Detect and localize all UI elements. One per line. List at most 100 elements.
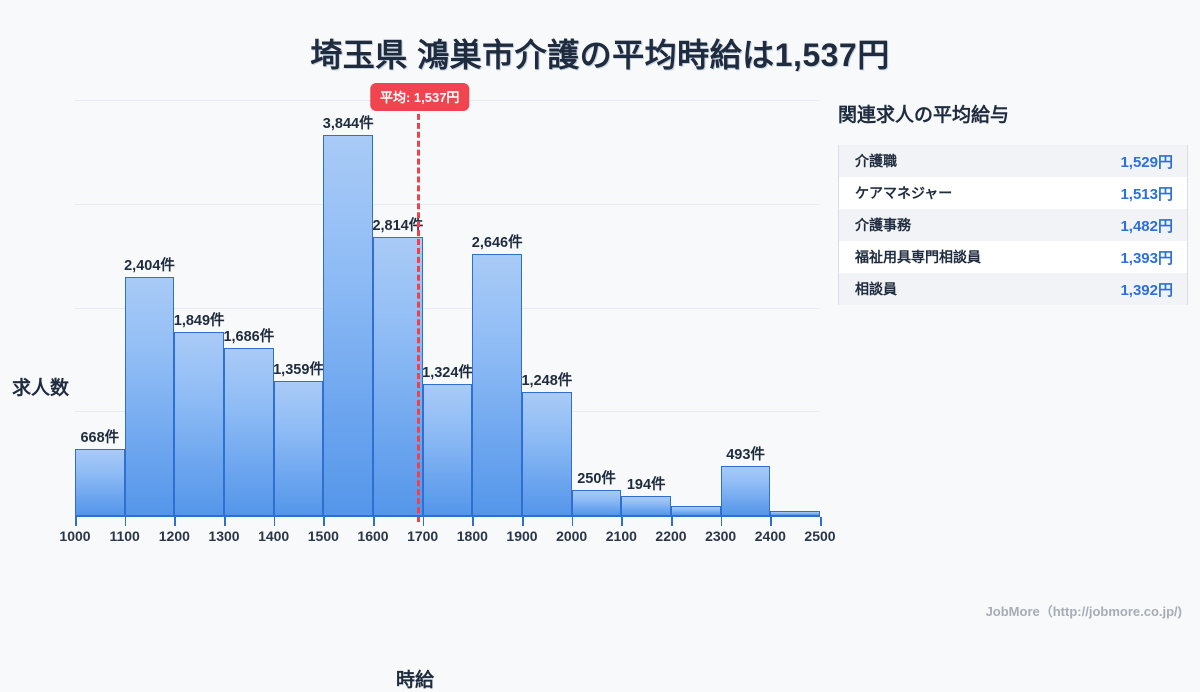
related-salary-row: 介護事務 1,482円 xyxy=(839,209,1187,241)
histogram-bar: 1,324件 xyxy=(422,365,473,515)
histogram-bar: 2,646件 xyxy=(472,235,523,515)
x-tick xyxy=(273,517,276,526)
bar-value-label: 2,814件 xyxy=(372,217,424,234)
x-tick-label: 1100 xyxy=(109,528,140,544)
related-salary-job-name: 福祉用具専門相談員 xyxy=(855,249,981,265)
bar-value-label: 3,844件 xyxy=(322,116,374,133)
histogram-bar: 2,814件 xyxy=(372,218,423,515)
x-tick-label: 1300 xyxy=(208,528,240,544)
histogram-bar: 3,844件 xyxy=(323,116,374,515)
related-salary-job-name: ケアマネジャー xyxy=(855,185,953,201)
related-salary-value: 1,482円 xyxy=(1120,217,1173,235)
related-salary-value: 1,513円 xyxy=(1120,185,1173,203)
histogram-bar: 1,359件 xyxy=(273,362,324,515)
bar-series: 668件 2,404件 1,849件 1,686件 1,359件 3,844件 2,814件… xyxy=(75,100,821,515)
bar-slot: 1,359件 xyxy=(273,100,324,515)
related-salary-value: 1,393円 xyxy=(1120,249,1173,267)
related-salary-job-name: 相談員 xyxy=(855,281,897,297)
bar-slot: 1,849件 xyxy=(174,100,225,515)
bar-value-label: 1,686件 xyxy=(223,329,275,346)
plot-area: 668件 2,404件 1,849件 1,686件 1,359件 3,844件 2,814件… xyxy=(75,83,821,522)
x-tick xyxy=(174,517,176,526)
bar-value-label: 2,646件 xyxy=(471,234,523,251)
x-tick-label: 1800 xyxy=(456,528,488,544)
x-tick xyxy=(224,517,226,526)
related-salary-row: 介護職 1,529円 xyxy=(839,145,1187,177)
bar-value-label: 194件 xyxy=(626,476,666,493)
histogram-bar: 2,404件 xyxy=(124,258,175,515)
x-axis-ticks xyxy=(75,517,822,527)
bar-slot: 2,646件 xyxy=(472,100,523,515)
page-title: 埼玉県 鴻巣市介護の平均時給は1,537円 xyxy=(310,37,890,73)
bar-slot: 3,844件 xyxy=(323,100,374,515)
x-tick xyxy=(323,517,325,526)
bar-slot: 2,404件 xyxy=(124,100,175,515)
x-tick-label: 1200 xyxy=(158,528,190,544)
histogram-bar: 1,849件 xyxy=(174,313,225,515)
average-badge: 平均: 1,537円 xyxy=(369,83,470,111)
related-salary-panel: 関連求人の平均給与 介護職 1,529円ケアマネジャー 1,513円介護事務 1,48… xyxy=(838,100,1188,305)
histogram-bar: 1,248件 xyxy=(521,373,572,515)
gridline xyxy=(75,203,820,205)
related-salary-value: 1,392円 xyxy=(1120,281,1173,299)
bar-value-label: 1,359件 xyxy=(273,361,324,378)
watermark: JobMore（http://jobmore.co.jp/) xyxy=(985,604,1182,619)
x-tick-label: 1900 xyxy=(506,528,538,544)
bar-value-label: 1,849件 xyxy=(173,313,225,330)
bar-slot: 493件 xyxy=(720,100,771,515)
y-axis-title: 求人数 xyxy=(12,378,70,399)
related-salary-row: 相談員 1,392円 xyxy=(839,273,1187,305)
x-tick-label: 2000 xyxy=(556,528,588,544)
x-tick-label: 1500 xyxy=(307,528,339,544)
x-tick xyxy=(422,517,425,526)
histogram-chart: 求人数 668件 2,404件 1,849件 1,686件 1,359件 3,844件 2,… xyxy=(0,83,836,691)
histogram-bar: 1,686件 xyxy=(223,329,274,515)
related-salary-title: 関連求人の平均給与 xyxy=(838,105,1010,126)
histogram-bar: 493件 xyxy=(720,447,771,515)
x-tick xyxy=(75,517,77,526)
x-tick xyxy=(720,517,723,526)
x-tick-label: 2400 xyxy=(754,528,786,544)
related-salary-value: 1,529円 xyxy=(1120,153,1173,171)
bar-slot: 194件 xyxy=(621,100,672,515)
histogram-bar: 668件 xyxy=(75,430,125,515)
histogram-bar: 250件 xyxy=(571,471,622,515)
x-tick-label: 2100 xyxy=(605,528,637,544)
x-tick-label: 1400 xyxy=(258,528,290,544)
x-tick-label: 2500 xyxy=(804,528,836,544)
average-line: 平均: 1,537円 xyxy=(369,83,470,522)
x-tick xyxy=(472,517,474,526)
bar-slot xyxy=(770,100,821,515)
related-salary-row: 福祉用具専門相談員 1,393円 xyxy=(839,241,1187,273)
bar-value-label: 250件 xyxy=(577,471,616,488)
related-salary-row: ケアマネジャー 1,513円 xyxy=(839,177,1187,209)
x-tick xyxy=(770,517,772,526)
gridline xyxy=(75,307,820,309)
histogram-bar xyxy=(770,510,821,515)
related-salary-job-name: 介護職 xyxy=(855,153,897,169)
bar-slot: 668件 xyxy=(75,100,125,515)
bar-slot: 1,248件 xyxy=(521,100,572,515)
x-tick xyxy=(820,517,822,526)
bar-slot: 1,324件 xyxy=(422,100,473,515)
bar-value-label: 493件 xyxy=(726,447,765,464)
x-tick-label: 1000 xyxy=(59,528,91,544)
x-tick-label: 1700 xyxy=(407,528,439,544)
bar-slot: 250件 xyxy=(571,100,622,515)
x-axis-title: 時給 xyxy=(395,670,434,691)
x-axis-labels: 1000 1100 1200 1300 1400 1500 1600 1700 1800 1900… xyxy=(59,528,835,548)
x-tick xyxy=(621,517,623,526)
related-salary-table: 介護職 1,529円 ケアマネジャー 1,513円 介護事務 1,482円 福祉用具専門相談… xyxy=(838,145,1188,305)
bar-value-label: 1,248件 xyxy=(521,372,573,389)
x-axis-line xyxy=(75,515,820,517)
bar-value-label: 1,324件 xyxy=(422,365,473,382)
x-tick-label: 2300 xyxy=(705,528,737,544)
histogram-bar xyxy=(671,506,721,515)
histogram-bar: 194件 xyxy=(621,477,672,515)
bar-value-label: 2,404件 xyxy=(124,258,175,275)
x-tick xyxy=(571,517,574,526)
bar-slot xyxy=(671,100,721,515)
x-tick xyxy=(124,517,127,526)
bar-value-label: 668件 xyxy=(80,430,120,446)
bar-slot: 2,814件 xyxy=(372,100,423,515)
